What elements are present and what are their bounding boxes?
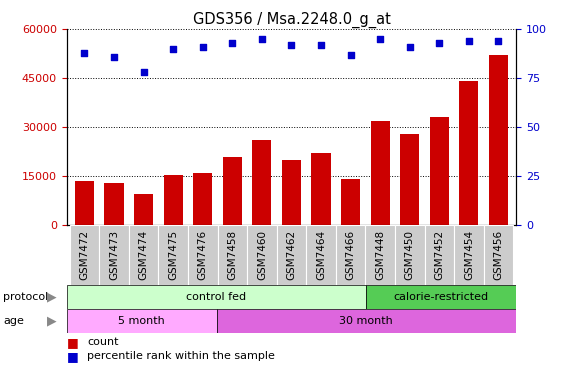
Point	[375, 36, 385, 42]
Text: ■: ■	[67, 350, 78, 363]
Bar	[400, 134, 419, 225]
Point	[434, 40, 444, 46]
Bar	[459, 82, 478, 225]
Text: ▶: ▶	[48, 291, 57, 304]
Text: GSM7450: GSM7450	[405, 230, 415, 280]
Text: 5 month: 5 month	[118, 316, 165, 326]
Point	[110, 54, 119, 60]
Point	[287, 42, 296, 48]
Bar	[365, 225, 395, 285]
Point	[258, 36, 267, 42]
Text: GSM7452: GSM7452	[434, 230, 444, 280]
Text: GSM7454: GSM7454	[464, 230, 474, 280]
Text: calorie-restricted: calorie-restricted	[394, 292, 489, 302]
Bar	[311, 153, 331, 225]
Bar	[277, 225, 306, 285]
Bar	[367, 285, 516, 309]
Text: count: count	[87, 337, 118, 347]
Bar	[164, 175, 183, 225]
Bar	[454, 225, 484, 285]
Point	[405, 44, 414, 50]
Bar	[218, 225, 247, 285]
Text: GSM7474: GSM7474	[139, 230, 148, 280]
Bar	[216, 309, 516, 333]
Text: GSM7462: GSM7462	[287, 230, 296, 280]
Text: GSM7473: GSM7473	[109, 230, 119, 280]
Bar	[282, 160, 301, 225]
Text: ■: ■	[67, 336, 78, 349]
Bar	[395, 225, 425, 285]
Bar	[371, 121, 390, 225]
Bar	[425, 225, 454, 285]
Point	[198, 44, 208, 50]
Text: GSM7458: GSM7458	[227, 230, 237, 280]
Point	[316, 42, 325, 48]
Point	[80, 50, 89, 56]
Bar	[489, 55, 508, 225]
Bar	[484, 225, 513, 285]
Bar	[341, 179, 360, 225]
Text: GSM7466: GSM7466	[346, 230, 356, 280]
Bar	[67, 285, 367, 309]
Point	[346, 52, 355, 58]
Text: GSM7476: GSM7476	[198, 230, 208, 280]
Bar	[70, 225, 99, 285]
Text: ▶: ▶	[48, 315, 57, 328]
Bar	[75, 181, 94, 225]
Bar	[193, 173, 212, 225]
Bar	[306, 225, 336, 285]
Point	[139, 70, 148, 75]
Bar	[134, 194, 153, 225]
Bar	[99, 225, 129, 285]
Text: age: age	[3, 316, 24, 326]
Text: GSM7475: GSM7475	[168, 230, 178, 280]
Bar	[247, 225, 277, 285]
Text: GSM7456: GSM7456	[494, 230, 503, 280]
Bar	[67, 309, 216, 333]
Bar	[188, 225, 218, 285]
Bar	[430, 117, 449, 225]
Text: GSM7460: GSM7460	[257, 230, 267, 280]
Point	[228, 40, 237, 46]
Point	[464, 38, 473, 44]
Bar	[104, 183, 124, 225]
Text: protocol: protocol	[3, 292, 48, 302]
Title: GDS356 / Msa.2248.0_g_at: GDS356 / Msa.2248.0_g_at	[193, 12, 390, 28]
Point	[494, 38, 503, 44]
Bar	[158, 225, 188, 285]
Bar	[129, 225, 158, 285]
Bar	[252, 140, 271, 225]
Text: 30 month: 30 month	[339, 316, 393, 326]
Bar	[336, 225, 365, 285]
Text: GSM7448: GSM7448	[375, 230, 385, 280]
Bar	[223, 157, 242, 225]
Text: percentile rank within the sample: percentile rank within the sample	[87, 351, 275, 361]
Text: GSM7464: GSM7464	[316, 230, 326, 280]
Point	[169, 46, 178, 52]
Text: control fed: control fed	[187, 292, 246, 302]
Text: GSM7472: GSM7472	[79, 230, 89, 280]
